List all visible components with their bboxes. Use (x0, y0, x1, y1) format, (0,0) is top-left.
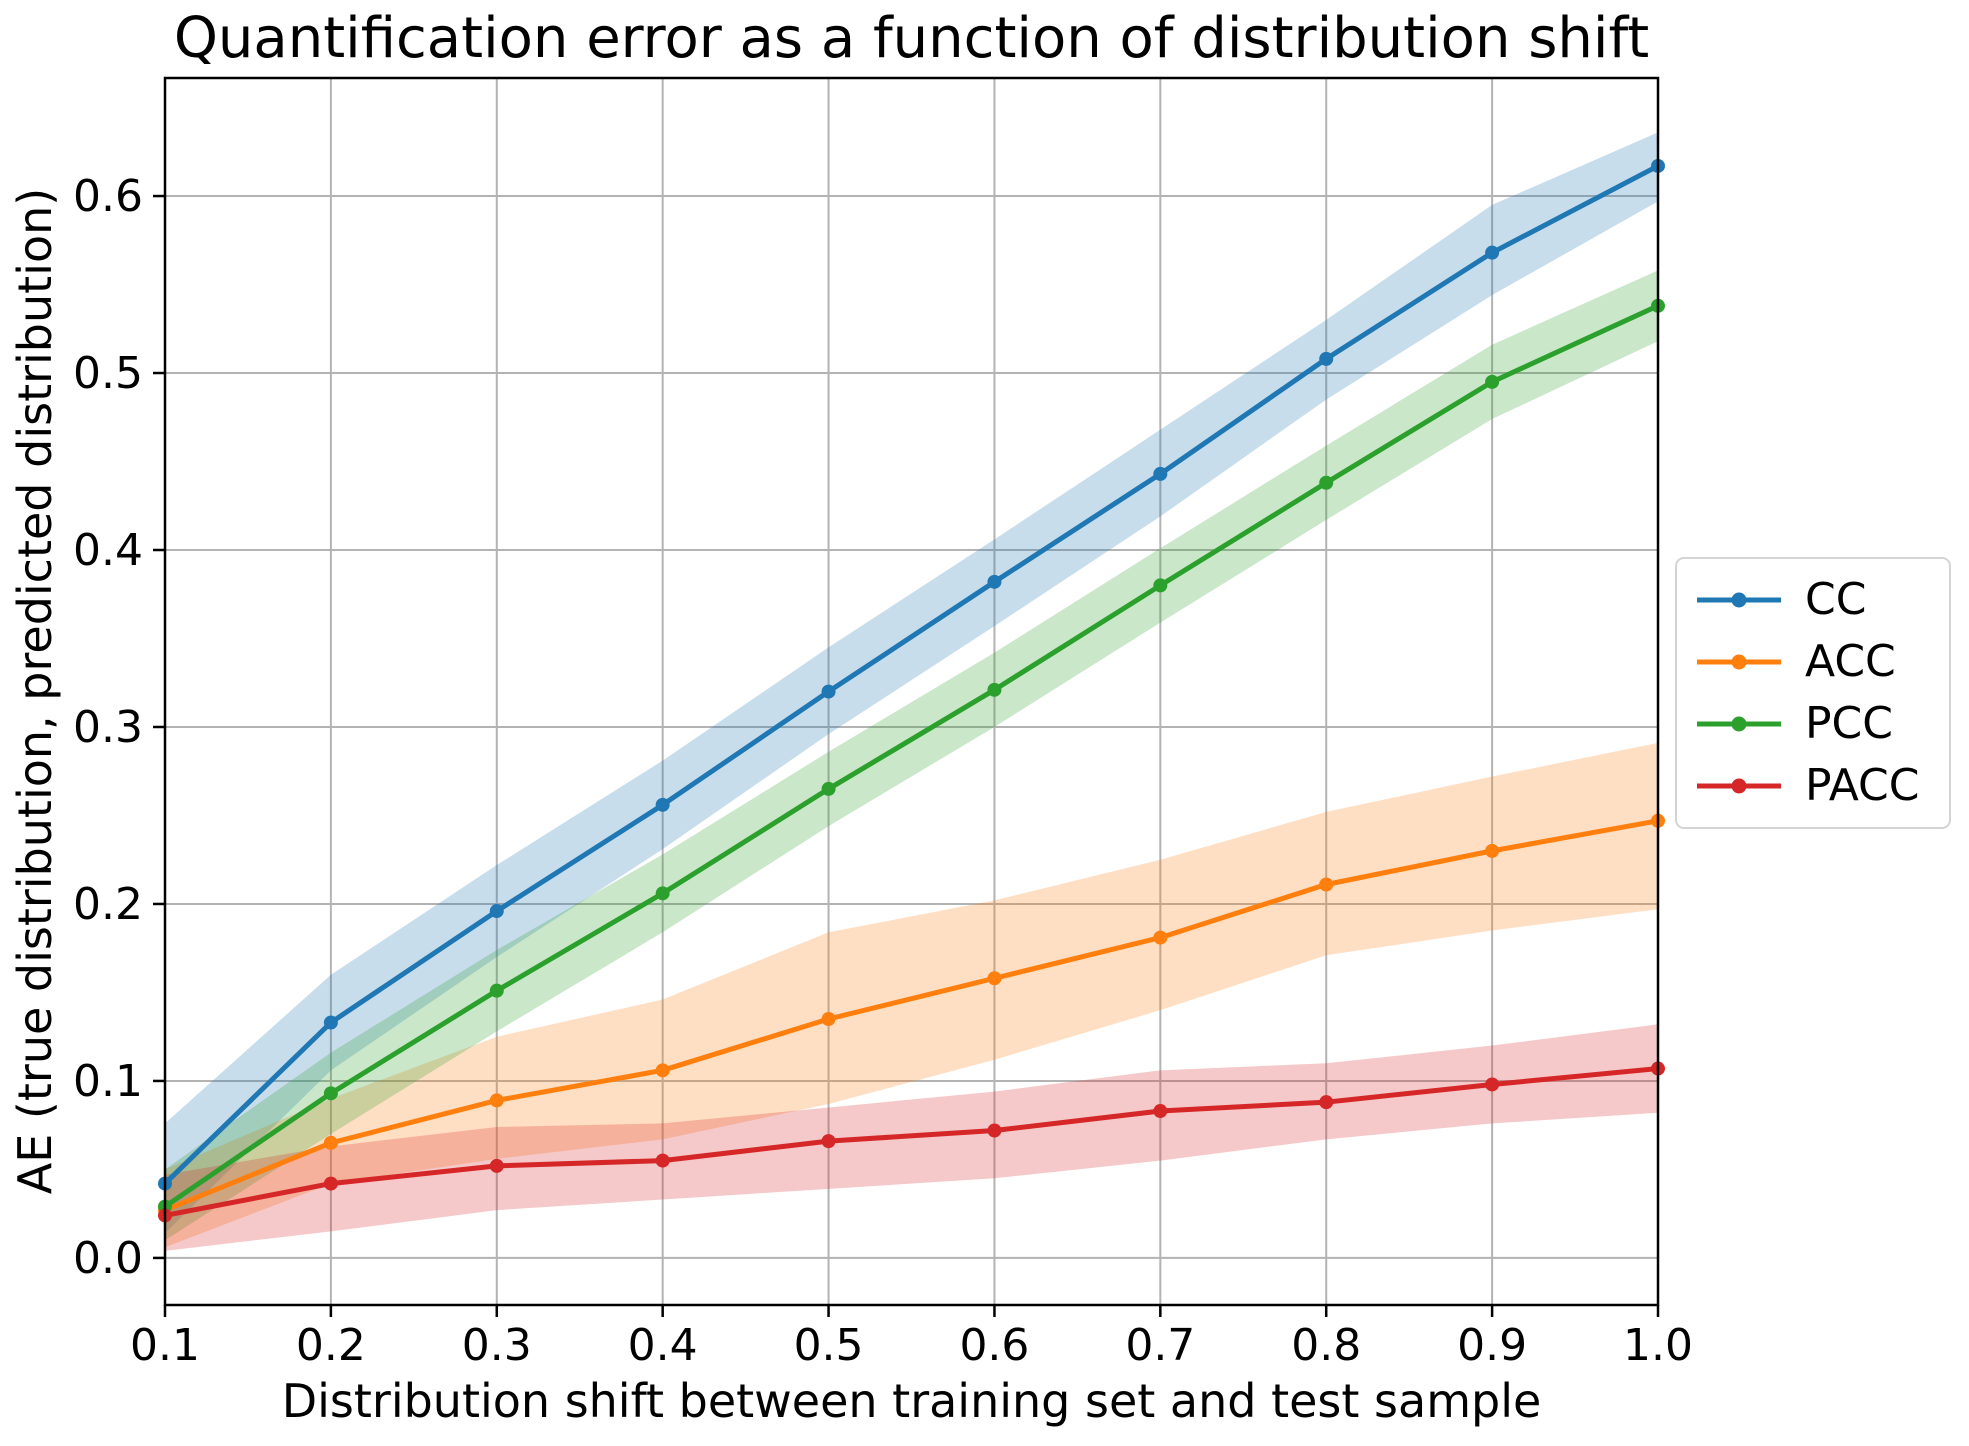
data-point-acc (987, 971, 1002, 986)
confidence-band-cc (165, 132, 1658, 1234)
chart-title: Quantification error as a function of di… (173, 6, 1650, 71)
data-point-acc (1319, 877, 1334, 892)
line-marker-icon (1697, 716, 1781, 732)
data-point-pacc (489, 1158, 504, 1173)
data-point-pcc (1319, 475, 1334, 490)
x-tick-label: 0.8 (1291, 1320, 1361, 1371)
x-tick-label: 0.3 (462, 1320, 532, 1371)
data-point-cc (1485, 245, 1500, 260)
x-tick-label: 0.7 (1125, 1320, 1195, 1371)
legend-label: CC (1805, 574, 1867, 625)
x-tick-label: 1.0 (1623, 1320, 1693, 1371)
line-marker-icon (1697, 654, 1781, 670)
legend-item-acc: ACC (1695, 634, 1949, 690)
x-tick-label: 0.4 (628, 1320, 698, 1371)
data-point-pcc (489, 983, 504, 998)
data-point-cc (1319, 351, 1334, 366)
data-point-cc (655, 797, 670, 812)
y-tick-label: 0.3 (73, 702, 143, 753)
data-point-acc (323, 1135, 338, 1150)
x-tick-label: 0.9 (1457, 1320, 1527, 1371)
legend-item-pcc: PCC (1695, 696, 1949, 752)
y-axis-label: AE (true distribution, predicted distrib… (8, 187, 62, 1195)
series-line-pcc (162, 303, 1661, 1210)
legend-item-cc: CC (1695, 572, 1949, 628)
data-point-pacc (323, 1176, 338, 1191)
y-tick-label: 0.1 (73, 1056, 143, 1107)
data-point-pcc (655, 886, 670, 901)
legend: CC ACC PCC PACC (1675, 557, 1951, 829)
y-tick-label: 0.6 (73, 171, 143, 222)
data-point-pcc (1485, 374, 1500, 389)
data-point-pacc (1319, 1095, 1334, 1110)
data-point-pcc (987, 682, 1002, 697)
data-point-cc (489, 904, 504, 919)
data-point-acc (655, 1063, 670, 1078)
data-point-acc (821, 1012, 836, 1027)
data-point-cc (987, 574, 1002, 589)
x-tick-label: 0.2 (296, 1320, 366, 1371)
series-line-pacc (162, 1066, 1661, 1218)
legend-label: PCC (1805, 698, 1893, 749)
legend-label: ACC (1805, 636, 1896, 687)
x-tick-label: 0.5 (794, 1320, 864, 1371)
data-point-pcc (1153, 578, 1168, 593)
data-point-cc (323, 1015, 338, 1030)
data-point-acc (489, 1093, 504, 1108)
x-tick-label: 0.1 (130, 1320, 200, 1371)
data-point-acc (1153, 930, 1168, 945)
data-point-pcc (323, 1086, 338, 1101)
legend-item-pacc: PACC (1695, 758, 1949, 814)
data-point-pacc (987, 1123, 1002, 1138)
data-point-pacc (1485, 1077, 1500, 1092)
confidence-band-pcc (165, 270, 1658, 1241)
line-marker-icon (1697, 778, 1781, 794)
data-point-cc (1153, 466, 1168, 481)
data-point-acc (1485, 843, 1500, 858)
x-tick-label: 0.6 (959, 1320, 1029, 1371)
line-marker-icon (1697, 592, 1781, 608)
x-axis-label: Distribution shift between training set … (281, 1374, 1542, 1428)
data-point-pacc (655, 1153, 670, 1168)
y-tick-label: 0.4 (73, 525, 143, 576)
y-tick-label: 0.2 (73, 879, 143, 930)
data-point-pacc (1153, 1104, 1168, 1119)
legend-label: PACC (1805, 760, 1920, 811)
y-tick-label: 0.5 (73, 348, 143, 399)
y-tick-label: 0.0 (73, 1233, 143, 1284)
data-point-cc (821, 684, 836, 699)
confidence-band-acc (165, 742, 1658, 1248)
data-point-pacc (821, 1134, 836, 1149)
series-line-cc (162, 163, 1661, 1187)
series-line-acc (162, 818, 1661, 1213)
data-point-pcc (821, 781, 836, 796)
plot-border (163, 76, 1660, 1307)
